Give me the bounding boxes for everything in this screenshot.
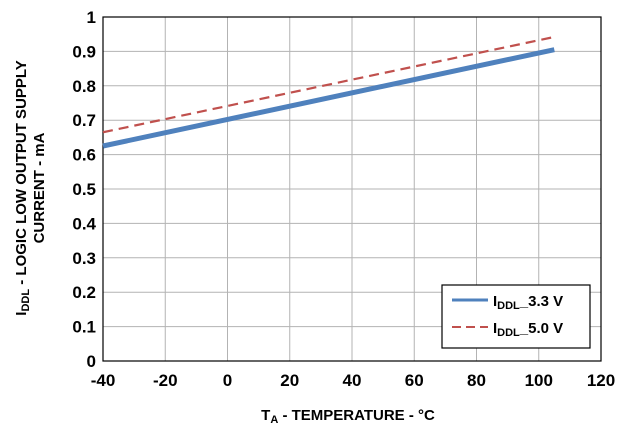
x-tick-label: 0: [223, 371, 232, 390]
y-tick-label: 0.2: [72, 283, 96, 302]
plot-frame: [102, 16, 602, 362]
x-tick-label: 100: [525, 371, 553, 390]
series-layer: [102, 35, 555, 149]
legend-box: [441, 284, 591, 349]
grid: [102, 16, 602, 362]
x-tick-label: 120: [587, 371, 615, 390]
x-tick-label: 80: [467, 371, 486, 390]
legend: IDDL_3.3 V IDDL_5.0 V: [441, 284, 591, 349]
x-tick-label: -20: [153, 371, 178, 390]
y-tick-label: 0.5: [72, 180, 96, 199]
y-tick-label: 0.4: [72, 214, 96, 233]
y-tick-label: 0.7: [72, 111, 96, 130]
x-tick-label: 60: [405, 371, 424, 390]
y-tick-labels: 0 0.1 0.2 0.3 0.4 0.5 0.6 0.7 0.8 0.9 1: [72, 8, 96, 371]
y-tick-label: 0.1: [72, 318, 96, 337]
x-axis-title: TA - TEMPERATURE - °C: [261, 407, 435, 426]
y-axis-title-line2: CURRENT - mA: [31, 132, 48, 243]
x-tick-labels: -40 -20 0 20 40 60 80 100 120: [91, 371, 615, 390]
y-tick-label: 0.9: [72, 42, 96, 61]
y-tick-label: 0.8: [72, 77, 96, 96]
y-axis-title: IDDL - LOGIC LOW OUTPUT SUPPLY CURRENT -…: [13, 60, 48, 315]
series-line-3-3v: [102, 47, 555, 149]
y-tick-label: 0.3: [72, 249, 96, 268]
legend-label-5-0v: IDDL_5.0 V: [493, 320, 563, 339]
y-tick-label: 1: [87, 8, 96, 27]
x-tick-label: 20: [280, 371, 299, 390]
x-tick-label: -40: [91, 371, 116, 390]
y-tick-label: 0.6: [72, 146, 96, 165]
series-line-5-0v: [102, 35, 555, 134]
y-tick-label: 0: [87, 352, 96, 371]
x-tick-label: 40: [343, 371, 362, 390]
y-axis-title-line1: IDDL - LOGIC LOW OUTPUT SUPPLY: [13, 60, 32, 315]
legend-label-3-3v: IDDL_3.3 V: [493, 293, 563, 312]
